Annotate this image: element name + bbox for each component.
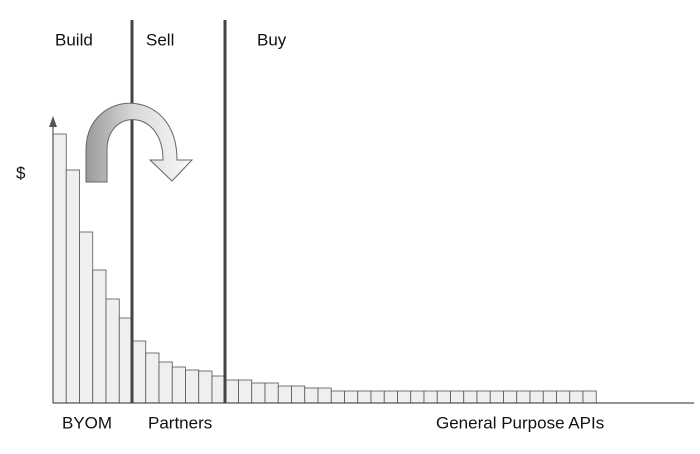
bar (277, 385, 292, 404)
bar (158, 361, 173, 404)
bar (92, 269, 107, 404)
bar (542, 390, 557, 404)
bar (463, 390, 478, 404)
y-axis-label: $ (16, 163, 26, 182)
bar (450, 390, 465, 404)
bar (357, 390, 372, 404)
bar (397, 390, 412, 404)
annotation: Sell (146, 30, 174, 49)
bar (370, 390, 385, 404)
bar (383, 390, 398, 404)
bar (238, 379, 253, 404)
annotation: Buy (257, 30, 287, 49)
bar (503, 390, 518, 404)
y-axis-arrow (49, 116, 57, 127)
curved-arrow (85, 102, 194, 183)
bar (224, 379, 239, 404)
bar (52, 133, 67, 404)
bar (264, 382, 279, 404)
bars (52, 133, 597, 404)
bar (529, 390, 544, 404)
bar (516, 390, 531, 404)
bar (105, 298, 120, 404)
bar (198, 370, 213, 404)
bar (436, 390, 451, 404)
bar (79, 231, 94, 404)
bar (65, 169, 80, 404)
bar (304, 387, 319, 404)
bar (132, 340, 147, 404)
bar (251, 382, 266, 404)
bar (330, 390, 345, 404)
bar (556, 390, 571, 404)
bar (569, 390, 584, 404)
region-label: Partners (148, 413, 212, 432)
bar (317, 387, 332, 404)
bar (291, 385, 306, 404)
bar (344, 390, 359, 404)
annotation: Build (55, 30, 93, 49)
region-label: General Purpose APIs (436, 413, 604, 432)
bar (211, 375, 226, 404)
bar (476, 390, 491, 404)
bar (145, 352, 160, 404)
region-label: BYOM (62, 413, 112, 432)
bar (423, 390, 438, 404)
bar (171, 366, 186, 404)
bar (185, 369, 200, 404)
bar (489, 390, 504, 404)
bar (582, 390, 597, 404)
bar (410, 390, 425, 404)
